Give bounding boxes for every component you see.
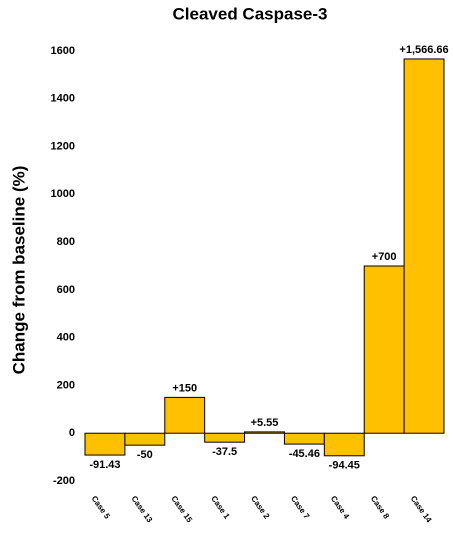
y-tick-label: 400 [57,332,75,344]
data-label: -94.45 [329,460,360,472]
y-tick-label: -200 [53,475,75,487]
data-label: +150 [172,382,197,394]
x-tick-label: Case 14 [409,494,434,524]
x-tick-label: Case 2 [249,494,271,521]
y-tick-label: 800 [57,236,75,248]
bar [363,265,405,434]
bar [84,432,126,456]
y-tick-label: 0 [69,427,75,439]
chart-title: Cleaved Caspase-3 [173,4,328,23]
y-tick-label: 1200 [51,140,75,152]
x-tick-label: Case 13 [129,494,154,524]
x-tick-label: Case 8 [369,494,391,521]
bar [244,431,285,434]
x-tick-label: Case 7 [289,494,311,521]
bar [164,396,206,434]
bar [283,432,325,445]
data-label: +700 [372,251,397,263]
bar [403,58,445,434]
data-label: -37.5 [212,446,237,458]
y-axis-label: Change from baseline (%) [9,166,28,375]
y-tick-label: 1000 [51,188,75,200]
data-label: -45.46 [289,448,320,460]
bar [124,432,166,446]
data-label: -91.43 [89,459,120,471]
data-label: -50 [137,449,153,461]
data-label: +5.55 [251,417,279,429]
bar [323,432,365,457]
y-tick-label: 600 [57,284,75,296]
x-tick-label: Case 5 [90,494,112,521]
bar [204,432,246,443]
data-label: +1,566.66 [399,44,448,56]
y-tick-label: 1400 [51,93,75,105]
x-tick-label: Case 1 [209,494,231,521]
x-tick-label: Case 15 [169,494,194,524]
y-tick-label: 1600 [51,45,75,57]
y-tick-label: 200 [57,379,75,391]
x-tick-label: Case 4 [329,494,351,521]
